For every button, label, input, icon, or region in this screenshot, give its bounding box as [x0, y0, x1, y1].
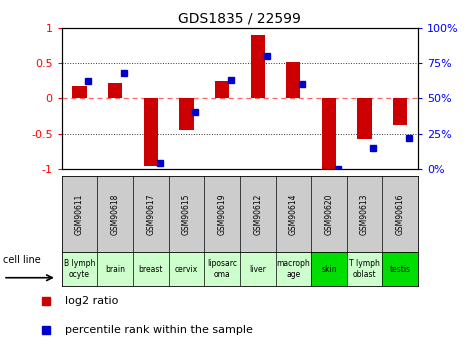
Bar [143, 98, 158, 166]
Text: percentile rank within the sample: percentile rank within the sample [65, 325, 253, 335]
Text: breast: breast [139, 265, 163, 274]
Text: log2 ratio: log2 ratio [65, 296, 118, 306]
Text: GSM90615: GSM90615 [182, 193, 191, 235]
Title: GDS1835 / 22599: GDS1835 / 22599 [179, 11, 301, 25]
Bar [276, 252, 311, 286]
Text: GSM90612: GSM90612 [253, 193, 262, 235]
Bar [180, 98, 194, 130]
Bar [215, 81, 229, 98]
Bar [322, 98, 336, 169]
Text: GSM90614: GSM90614 [289, 193, 298, 235]
Bar [393, 98, 407, 125]
Text: GSM90611: GSM90611 [75, 193, 84, 235]
Bar [286, 61, 300, 98]
Bar [251, 34, 265, 98]
Text: GSM90617: GSM90617 [146, 193, 155, 235]
Text: GSM90618: GSM90618 [111, 193, 120, 235]
Text: brain: brain [105, 265, 125, 274]
Bar [357, 98, 371, 139]
Bar [62, 252, 97, 286]
Bar [97, 252, 133, 286]
Bar [382, 252, 418, 286]
Text: testis: testis [390, 265, 411, 274]
Bar [240, 252, 276, 286]
Bar [204, 252, 240, 286]
Text: GSM90613: GSM90613 [360, 193, 369, 235]
Text: GSM90620: GSM90620 [324, 193, 333, 235]
Text: liposarc
oma: liposarc oma [207, 259, 237, 279]
Text: GSM90619: GSM90619 [218, 193, 227, 235]
Text: liver: liver [249, 265, 266, 274]
Text: cell line: cell line [3, 256, 41, 265]
Text: cervix: cervix [175, 265, 198, 274]
Bar [108, 83, 123, 98]
Text: skin: skin [321, 265, 337, 274]
Bar [311, 252, 347, 286]
Text: T lymph
oblast: T lymph oblast [349, 259, 380, 279]
Text: B lymph
ocyte: B lymph ocyte [64, 259, 95, 279]
Bar [133, 252, 169, 286]
Bar [169, 252, 204, 286]
Bar [72, 86, 86, 98]
Text: macroph
age: macroph age [276, 259, 310, 279]
Text: GSM90616: GSM90616 [396, 193, 405, 235]
Bar [347, 252, 382, 286]
